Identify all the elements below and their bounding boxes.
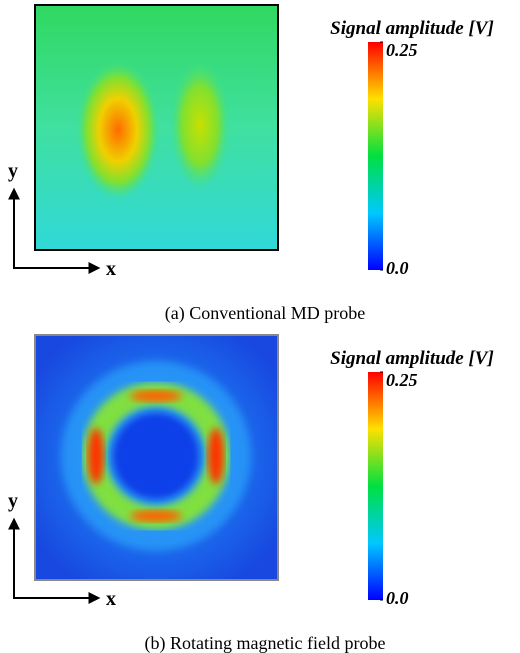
y-axis-label: y <box>8 160 18 182</box>
x-axis-label: x <box>106 258 116 280</box>
colorbar-title: Signal amplitude [V] <box>330 348 494 369</box>
caption: (a) Conventional MD probe <box>165 303 365 324</box>
colorbar-tick-label: 0.0 <box>386 258 409 278</box>
heatmap-a <box>34 4 279 251</box>
colorbar-tick-label: 0.25 <box>386 40 418 60</box>
colorbar-title: Signal amplitude [V] <box>330 18 494 39</box>
caption: (b) Rotating magnetic field probe <box>145 633 386 653</box>
x-axis-label: x <box>106 588 116 610</box>
y-axis-label: y <box>8 490 18 512</box>
colorbar <box>368 372 383 600</box>
colorbar <box>368 42 383 270</box>
heatmap-b <box>34 334 279 581</box>
colorbar-tick-label: 0.25 <box>386 370 418 390</box>
colorbar-tick-label: 0.0 <box>386 588 409 608</box>
